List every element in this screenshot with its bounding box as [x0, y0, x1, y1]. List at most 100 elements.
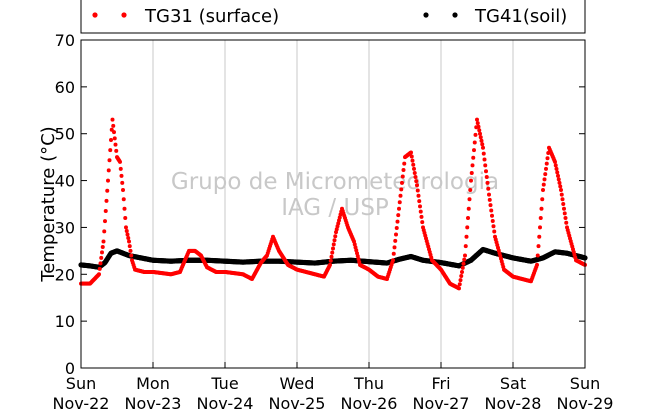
surface-point: [400, 174, 405, 179]
surface-point: [328, 258, 333, 263]
surface-point: [416, 193, 421, 198]
surface-point: [553, 159, 557, 164]
surface-point: [104, 198, 109, 203]
surface-point: [123, 216, 128, 221]
surface-point: [331, 242, 336, 247]
surface-point: [490, 213, 494, 218]
surface-point: [563, 216, 568, 221]
surface-point: [460, 265, 465, 270]
surface-point: [481, 145, 485, 150]
surface-point: [409, 150, 413, 155]
surface-point: [491, 224, 496, 229]
surface-point: [100, 250, 104, 255]
surface-point: [476, 124, 481, 129]
surface-point: [537, 234, 542, 239]
surface-point: [392, 245, 397, 250]
surface-point: [97, 266, 102, 271]
surface-point: [473, 132, 478, 137]
surface-point: [457, 282, 462, 287]
surface-point: [562, 206, 566, 211]
surface-point: [415, 183, 419, 188]
surface-point: [538, 216, 543, 221]
surface-point: [108, 148, 113, 153]
x-tick-label-date: Nov-29: [557, 394, 614, 409]
surface-point: [544, 166, 548, 171]
legend: TG31 (surface) TG41(soil): [80, 0, 586, 34]
watermark-line-2: IAG / USP: [281, 195, 389, 221]
grid-lines: [152, 40, 514, 368]
surface-point: [555, 170, 560, 175]
x-tick-label-day: Thu: [353, 374, 384, 393]
surface-point: [561, 202, 566, 206]
surface-point: [110, 117, 115, 122]
y-axis-label: Temperature (°C): [38, 126, 59, 282]
surface-point: [460, 269, 464, 274]
surface-point: [461, 261, 466, 266]
surface-point: [478, 131, 482, 136]
y-tick-label: 50: [55, 125, 75, 144]
surface-point: [109, 137, 113, 142]
surface-point: [397, 206, 401, 211]
surface-point: [418, 209, 423, 214]
surface-point: [412, 170, 417, 175]
surface-point: [462, 257, 467, 262]
surface-point: [127, 239, 131, 244]
surface-point: [391, 258, 395, 263]
surface-point: [411, 162, 416, 167]
y-tick-label: 40: [55, 172, 75, 191]
surface-point: [106, 168, 111, 173]
x-tick-label-day: Mon: [136, 374, 170, 393]
surface-point: [487, 197, 492, 202]
surface-point: [481, 151, 486, 156]
surface-point: [330, 250, 335, 255]
y-tick-label: 30: [55, 218, 75, 237]
surface-point: [125, 232, 130, 237]
surface-point: [410, 158, 415, 163]
surface-point: [399, 187, 404, 192]
surface-point: [475, 117, 479, 122]
surface-point: [458, 278, 463, 283]
surface-point: [470, 163, 475, 168]
surface-point: [331, 246, 335, 251]
surface-point: [543, 172, 548, 177]
surface-point: [127, 244, 132, 249]
surface-point: [480, 142, 485, 147]
surface-point: [485, 180, 490, 185]
x-tick-label-date: Nov-23: [125, 394, 182, 409]
x-tick-label-day: Sun: [570, 374, 600, 393]
surface-point: [121, 187, 125, 192]
surface-point: [113, 142, 118, 147]
surface-point: [119, 173, 124, 178]
x-tick-label-day: Sun: [66, 374, 96, 393]
surface-point: [457, 286, 461, 291]
y-axis: 0 10 20 30 40 50 60 70: [55, 31, 585, 378]
surface-point: [393, 238, 398, 243]
y-tick-label: 70: [55, 31, 75, 50]
surface-point: [465, 225, 470, 230]
surface-point: [467, 197, 472, 202]
surface-point: [333, 234, 338, 239]
surface-point: [414, 179, 419, 184]
surface-point: [558, 184, 563, 189]
surface-point: [535, 262, 539, 267]
surface-point: [112, 136, 117, 141]
surface-point: [541, 187, 545, 192]
surface-point: [103, 209, 108, 214]
x-tick-label-date: Nov-28: [485, 394, 542, 409]
surface-point: [417, 199, 422, 204]
surface-point: [560, 197, 565, 202]
surface-point: [459, 274, 464, 279]
surface-point: [124, 228, 129, 233]
y-tick-label: 0: [65, 359, 75, 378]
surface-point: [105, 188, 110, 193]
surface-point: [463, 244, 468, 249]
surface-point: [484, 169, 488, 174]
surface-point: [545, 156, 550, 161]
surface-point: [469, 170, 474, 175]
surface-point: [100, 244, 105, 249]
surface-point: [539, 206, 544, 211]
surface-point: [466, 206, 471, 211]
surface-point: [557, 180, 562, 185]
surface-point: [477, 128, 482, 133]
